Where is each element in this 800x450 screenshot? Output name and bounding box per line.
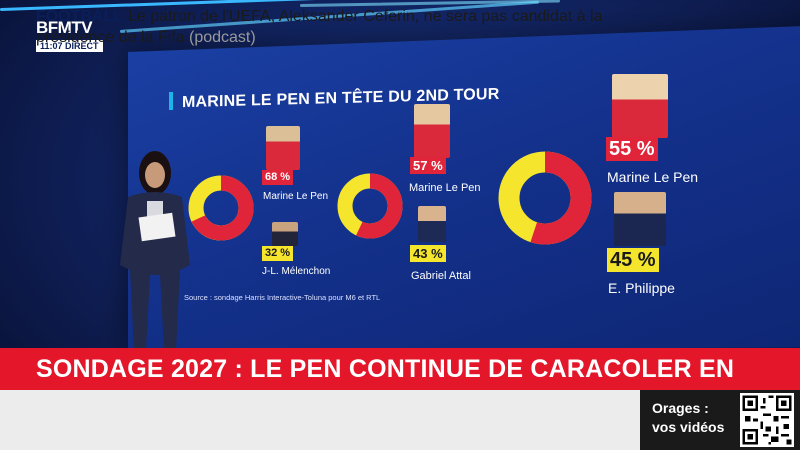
qr-code-icon[interactable] — [740, 393, 794, 447]
le-pen-percent-3: 55 % — [606, 137, 658, 161]
le-pen-name-3: Marine Le Pen — [607, 169, 698, 185]
promo-line-1: Orages : — [652, 399, 724, 418]
ticker-text-line-2: présidence de la Fifa (podcast) — [36, 29, 256, 47]
ticker-podcast-tag: (podcast) — [189, 29, 256, 46]
donut-chart-2 — [336, 166, 404, 246]
presenter-figure — [110, 145, 200, 350]
attal-photo — [418, 206, 446, 242]
le-pen-percent-2: 57 % — [410, 157, 446, 174]
title-accent-bar — [169, 92, 173, 110]
ticker-text-line-2-main: présidence de la Fifa — [36, 29, 185, 46]
melenchon-percent: 32 % — [262, 246, 293, 261]
donut-chart-3 — [496, 150, 594, 246]
melenchon-name: J-L. Mélenchon — [262, 266, 330, 277]
philippe-photo — [614, 192, 666, 246]
attal-percent: 43 % — [410, 245, 446, 262]
attal-name: Gabriel Attal — [411, 270, 471, 282]
le-pen-photo — [266, 126, 300, 170]
ticker-category: FOOTBALL — [36, 8, 123, 26]
promo-line-2: vos vidéos — [652, 418, 724, 437]
melenchon-photo — [272, 222, 298, 246]
le-pen-percent-1: 68 % — [262, 170, 293, 185]
ticker-text-line-1: Le patron de l'UEFA, Aleksander Ceferin,… — [128, 8, 602, 26]
le-pen-photo — [612, 74, 668, 138]
philippe-name: E. Philippe — [608, 280, 675, 296]
promo-text: Orages : vos vidéos — [652, 399, 724, 437]
le-pen-name-1: Marine Le Pen — [263, 191, 328, 202]
philippe-percent: 45 % — [607, 248, 659, 272]
source-note: Source : sondage Harris Interactive-Tolu… — [184, 293, 380, 302]
headline-banner: SONDAGE 2027 : LE PEN CONTINUE DE CARACO… — [0, 348, 800, 390]
le-pen-name-2: Marine Le Pen — [409, 182, 481, 194]
le-pen-photo — [414, 104, 450, 158]
